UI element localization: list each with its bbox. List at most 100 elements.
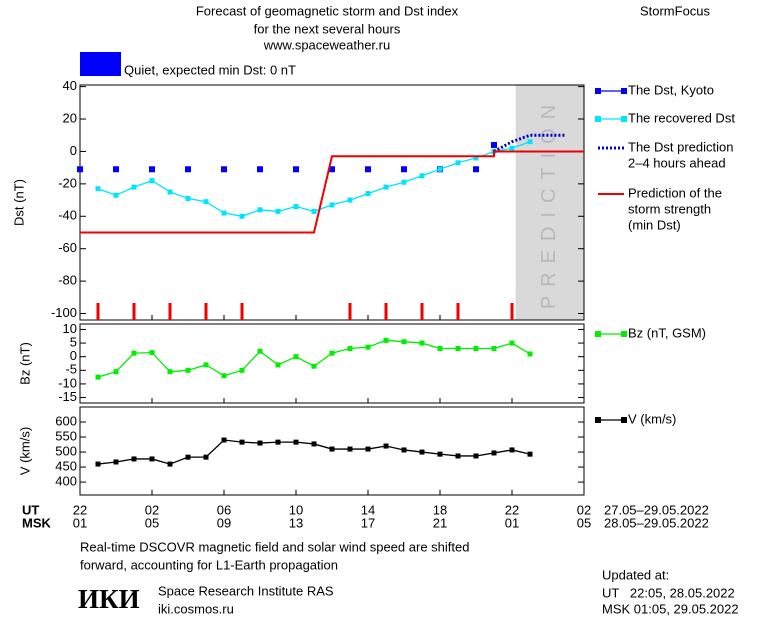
- data-point: [167, 189, 173, 195]
- prediction-label: PREDICTION: [538, 96, 560, 309]
- data-point: [185, 367, 191, 373]
- legend-label: 2–4 hours ahead: [628, 155, 726, 170]
- data-point: [257, 440, 263, 446]
- data-point: [131, 350, 137, 356]
- data-point: [419, 173, 425, 179]
- ut-dates: 27.05–29.05.2022: [604, 502, 709, 517]
- legend-marker: [621, 116, 627, 122]
- y-tick-label: -60: [58, 240, 77, 255]
- data-point: [383, 184, 389, 190]
- data-point: [329, 202, 335, 208]
- legend-label: (min Dst): [628, 217, 681, 232]
- data-point: [365, 166, 371, 173]
- note-line: Real-time DSCOVR magnetic field and sola…: [80, 539, 469, 554]
- brand: StormFocus: [640, 3, 711, 18]
- data-point: [419, 449, 425, 455]
- data-point: [347, 446, 353, 452]
- y-tick-label: 550: [55, 428, 77, 443]
- title-line: www.spaceweather.ru: [263, 37, 390, 52]
- legend-marker: [595, 88, 601, 94]
- title-line: Forecast of geomagnetic storm and Dst in…: [196, 3, 459, 18]
- data-point: [419, 340, 425, 346]
- data-point: [203, 362, 209, 368]
- legend-marker: [621, 417, 627, 423]
- data-point: [329, 446, 335, 452]
- y-tick-label: 0: [70, 143, 77, 158]
- legend-marker: [621, 88, 627, 94]
- plot-frame: [79, 323, 585, 404]
- x-tick-label-msk: 17: [361, 515, 375, 530]
- data-point: [491, 346, 497, 352]
- y-tick-label: 500: [55, 443, 77, 458]
- data-point: [95, 186, 101, 192]
- series-line: [80, 150, 584, 234]
- institute: Space Research Institute RAS: [158, 583, 334, 598]
- data-point: [149, 350, 155, 356]
- data-point: [293, 354, 299, 360]
- data-point: [113, 459, 119, 465]
- data-point: [131, 184, 137, 190]
- y-tick-label: 5: [70, 335, 77, 350]
- legend-label: Bz (nT, GSM): [628, 325, 706, 340]
- status-box: [80, 52, 121, 76]
- data-point: [437, 346, 443, 352]
- data-point: [383, 337, 389, 343]
- msk-dates: 28.05–29.05.2022: [604, 515, 709, 530]
- x-tick-label: 10: [289, 502, 303, 517]
- data-point: [149, 456, 155, 462]
- logo: ИКИ: [78, 584, 140, 614]
- y-tick-label: -20: [58, 175, 77, 190]
- legend-marker: [621, 331, 627, 337]
- data-point: [221, 373, 227, 379]
- y-tick-label: 40: [63, 78, 77, 93]
- y-axis-label: Bz (nT): [17, 342, 32, 385]
- status-text: Quiet, expected min Dst: 0 nT: [124, 62, 296, 77]
- data-point: [311, 208, 317, 214]
- data-point: [329, 350, 335, 356]
- ut-label: UT: [22, 502, 39, 517]
- data-point: [203, 454, 209, 460]
- title-line: for the next several hours: [254, 21, 401, 36]
- data-point: [527, 451, 533, 457]
- y-tick-label: 400: [55, 474, 77, 489]
- data-point: [311, 441, 317, 447]
- plot-frame: [79, 406, 585, 496]
- x-tick-label-msk: 13: [289, 515, 303, 530]
- data-point: [239, 367, 245, 373]
- y-tick-label: 10: [63, 321, 77, 336]
- data-point: [203, 199, 209, 205]
- x-tick-label: 14: [361, 502, 375, 517]
- data-point: [329, 166, 335, 173]
- y-tick-label: 600: [55, 413, 77, 428]
- series-line: [493, 133, 566, 153]
- data-point: [509, 340, 515, 346]
- data-point: [527, 139, 533, 145]
- site: iki.cosmos.ru: [158, 601, 234, 616]
- data-point: [167, 461, 173, 467]
- note-line: forward, accounting for L1-Earth propaga…: [80, 557, 338, 572]
- data-point: [77, 166, 83, 173]
- data-point: [383, 443, 389, 449]
- legend-marker: [595, 116, 601, 122]
- data-point: [491, 450, 497, 456]
- data-point: [221, 210, 227, 216]
- data-point: [347, 197, 353, 203]
- data-point: [455, 453, 461, 459]
- x-tick-label: 22: [73, 502, 87, 517]
- y-tick-label: -40: [58, 208, 77, 223]
- data-point: [347, 346, 353, 352]
- updated-msk: MSK 01:05, 29.05.2022: [602, 601, 739, 616]
- y-tick-label: -5: [65, 362, 77, 377]
- data-point: [365, 191, 371, 197]
- x-tick-label: 18: [433, 502, 447, 517]
- legend-label: Prediction of the: [628, 185, 722, 200]
- x-tick-label: 02: [577, 502, 591, 517]
- data-point: [257, 348, 263, 354]
- y-tick-label: 450: [55, 459, 77, 474]
- data-point: [455, 346, 461, 352]
- legend-label: The Dst prediction: [628, 139, 734, 154]
- updated-label: Updated at:: [602, 567, 669, 582]
- legend-label: V (km/s): [628, 411, 676, 426]
